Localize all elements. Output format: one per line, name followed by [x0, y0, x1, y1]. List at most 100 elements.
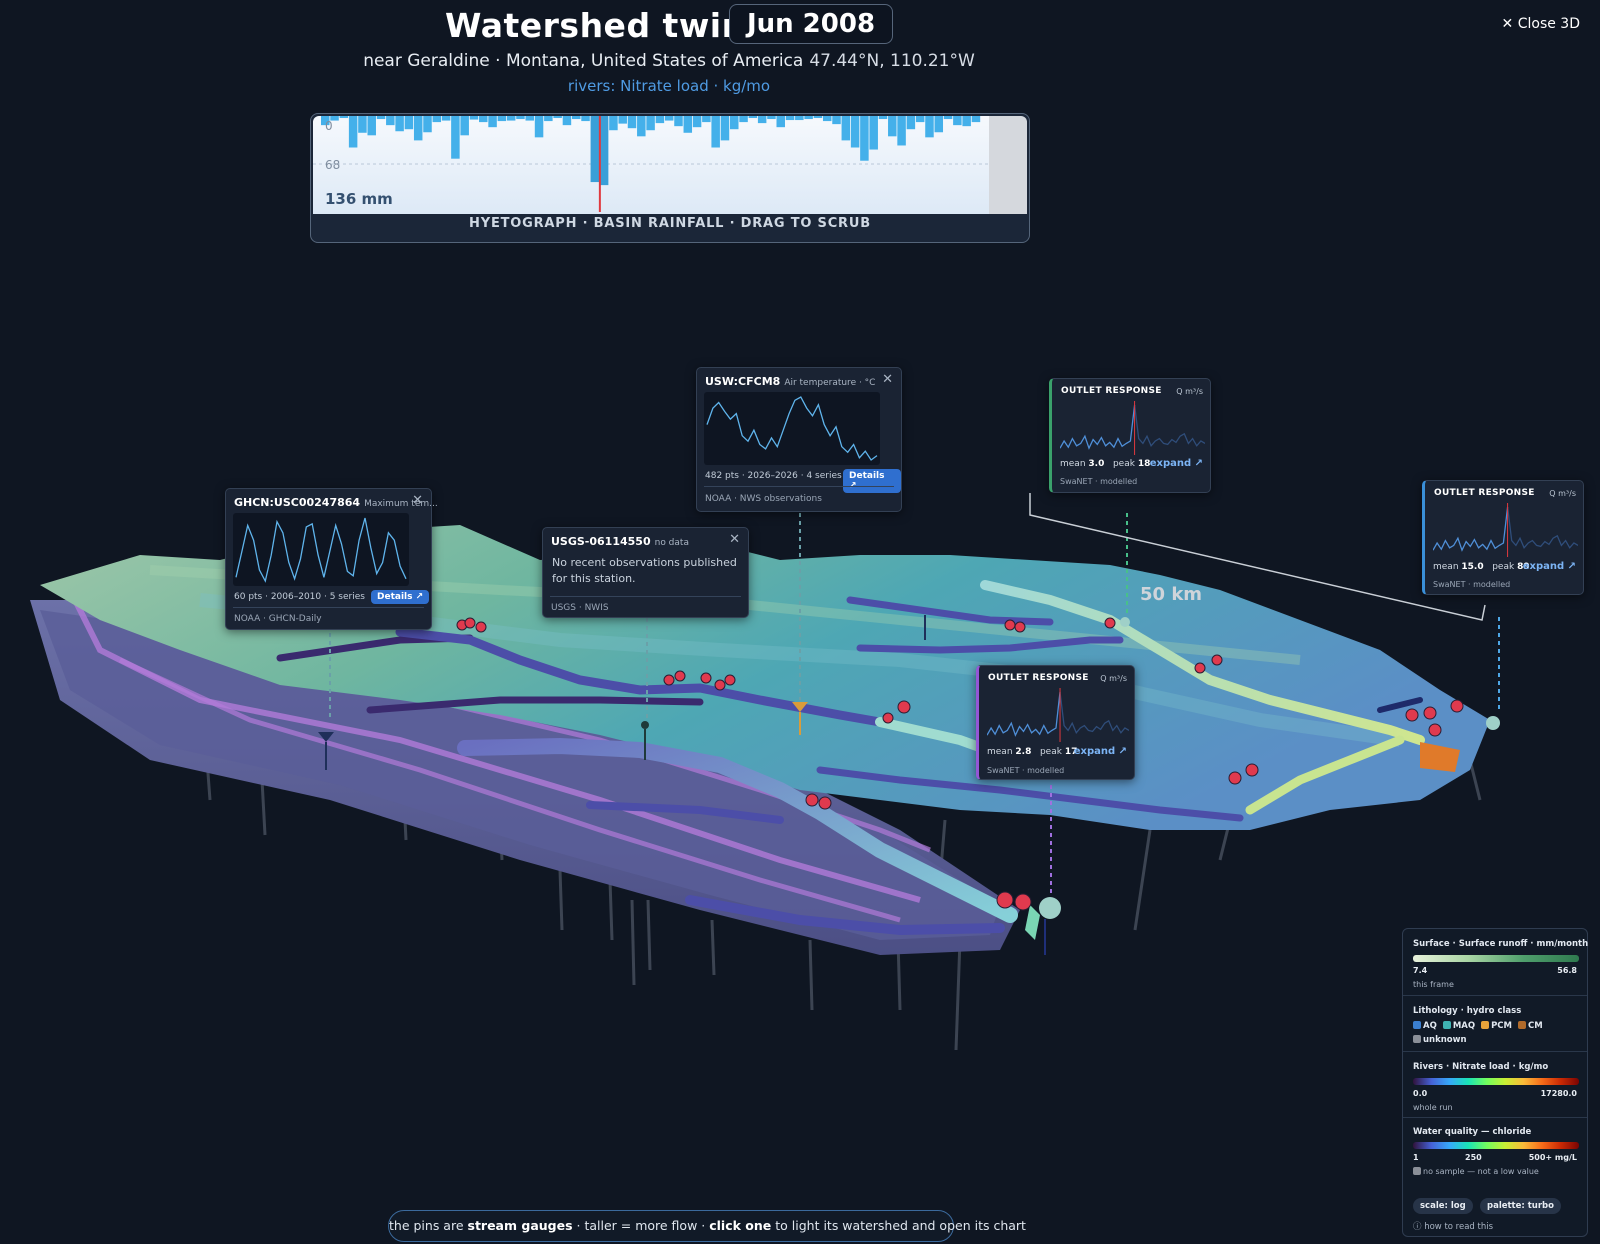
- outlet-source: SwaNET · modelled: [1433, 580, 1511, 589]
- gauge-popup-ghcn[interactable]: GHCN:USC00247864 Maximum tem... ✕ 60 pts …: [225, 488, 438, 630]
- lithology-item: AQ: [1413, 1021, 1437, 1031]
- rainfall-bar: [497, 116, 507, 122]
- lithology-label: PCM: [1491, 1021, 1513, 1031]
- sparkline-series: [706, 396, 878, 461]
- palette-toggle-button[interactable]: palette: turbo: [1480, 1198, 1561, 1214]
- outlet-source: SwaNET · modelled: [1060, 477, 1138, 486]
- hyetograph-caption: HYETOGRAPH · BASIN RAINFALL · DRAG TO SC…: [469, 216, 871, 231]
- lithology-item: PCM: [1481, 1021, 1512, 1031]
- legend-rivers-ramp: [1413, 1078, 1579, 1085]
- rainfall-bar: [413, 116, 423, 141]
- rainfall-bar: [451, 116, 460, 159]
- sparkline-series: [235, 517, 407, 583]
- rainfall-bar: [813, 116, 823, 119]
- legend-wq-ramp: [1413, 1142, 1579, 1149]
- popup-sparkline: [233, 513, 409, 586]
- hyetograph-bars[interactable]: [313, 116, 989, 214]
- hydrograph-series: [1060, 404, 1136, 450]
- legend-lithology-title: Lithology · hydro class: [1413, 1006, 1522, 1016]
- hyetograph-tick-mid: 68: [325, 158, 341, 172]
- popup-message: No recent observations published for thi…: [552, 556, 737, 585]
- lithology-swatch: [1481, 1021, 1490, 1029]
- mean-value: 3.0: [1088, 459, 1105, 469]
- outlet-unit: Q m³/s: [1100, 674, 1127, 683]
- rainfall-bar: [544, 116, 553, 122]
- legend-water-quality: Water quality — chloride 1 250 500+ mg/L…: [1403, 1118, 1587, 1238]
- outlet-stats: mean 15.0 peak 89: [1433, 562, 1530, 572]
- close-3d-button[interactable]: ✕ Close 3D: [1501, 16, 1580, 32]
- hydrograph-series: [1133, 404, 1205, 448]
- popup-title: USW:CFCM8 Air temperature · °C: [705, 375, 875, 388]
- expand-button[interactable]: expand ↗: [1073, 746, 1127, 757]
- close-icon[interactable]: ✕: [412, 493, 423, 508]
- popup-divider: [704, 486, 894, 487]
- outlet-unit: Q m³/s: [1176, 387, 1203, 396]
- gauge-popup-usgs[interactable]: USGS-06114550 no data ✕ No recent observa…: [542, 527, 749, 618]
- peak-label: peak: [1039, 747, 1062, 757]
- scale-toggle-button[interactable]: scale: log: [1413, 1198, 1473, 1214]
- rainfall-bar: [488, 116, 497, 128]
- rainfall-bar: [376, 116, 386, 120]
- outlet-title: OUTLET RESPONSE: [988, 673, 1089, 683]
- rainfall-bar: [748, 116, 758, 119]
- lithology-label: AQ: [1423, 1021, 1437, 1031]
- rainfall-bar: [646, 116, 655, 131]
- rainfall-bar: [869, 116, 878, 150]
- rainfall-bar: [479, 116, 488, 123]
- rainfall-bar: [339, 116, 349, 119]
- legend-wq-mid: 250: [1465, 1153, 1482, 1162]
- outlet-response-card[interactable]: OUTLET RESPONSE Q m³/s mean 3.0 peak 18 …: [1049, 378, 1211, 493]
- outlet-response-card[interactable]: OUTLET RESPONSE Q m³/s mean 15.0 peak 89…: [1422, 480, 1584, 595]
- popup-source: NOAA · NWS observations: [705, 494, 822, 504]
- lithology-item: unknown: [1413, 1035, 1467, 1045]
- rainfall-bar: [795, 116, 804, 121]
- no-sample-label: no sample — not a low value: [1423, 1167, 1539, 1176]
- rainfall-bar: [432, 116, 442, 123]
- hyetograph-plot[interactable]: 0 68 136 mm: [313, 116, 989, 214]
- scale-bar-label: 50 km: [1140, 584, 1203, 605]
- hydrograph-series: [1433, 506, 1509, 552]
- peak-label: peak: [1492, 562, 1515, 572]
- rainfall-bar: [395, 116, 404, 132]
- hyetograph-future-region: [989, 116, 1027, 214]
- location-name: near Geraldine · Montana, United States …: [363, 51, 804, 71]
- rainfall-bar: [785, 116, 795, 121]
- location-coords: 47.44°N, 110.21°W: [809, 51, 975, 71]
- lithology-label: CM: [1528, 1021, 1543, 1031]
- close-icon[interactable]: ✕: [882, 372, 893, 387]
- hint-emphasis: stream gauges: [467, 1218, 573, 1233]
- rainfall-bar: [599, 116, 609, 186]
- rainfall-bar: [404, 116, 414, 130]
- rainfall-bar: [581, 116, 590, 122]
- rainfall-bar: [943, 116, 953, 120]
- details-button[interactable]: Details ↗: [843, 469, 901, 493]
- outlet-stats: mean 2.8 peak 17: [987, 747, 1077, 757]
- hydrograph-series: [1506, 506, 1578, 550]
- outlet-hydrograph: [1060, 401, 1205, 455]
- how-to-read-link[interactable]: ⓘ how to read this: [1413, 1222, 1494, 1232]
- lithology-item: CM: [1518, 1021, 1543, 1031]
- expand-button[interactable]: expand ↗: [1522, 561, 1576, 572]
- rainfall-bar: [469, 116, 479, 120]
- station-id: GHCN:USC00247864: [234, 496, 361, 509]
- outlet-response-card[interactable]: OUTLET RESPONSE Q m³/s mean 2.8 peak 17 …: [976, 665, 1135, 780]
- rainfall-bar: [971, 116, 981, 123]
- current-date-badge: Jun 2008: [729, 4, 893, 44]
- rainfall-bar: [618, 116, 627, 124]
- rainfall-bar: [348, 116, 358, 148]
- mean-label: mean: [987, 747, 1013, 757]
- legend-wq-note: no sample — not a low value: [1413, 1167, 1539, 1176]
- station-id: USW:CFCM8: [705, 375, 781, 388]
- legend-rivers-min: 0.0: [1413, 1089, 1428, 1098]
- map-legend: Surface · Surface runoff · mm/month 7.4 …: [1402, 928, 1588, 1237]
- lithology-swatch: [1413, 1035, 1421, 1043]
- rainfall-bar: [776, 116, 785, 128]
- gauge-popup-usw[interactable]: USW:CFCM8 Air temperature · °C ✕ 482 pts …: [696, 367, 902, 512]
- hyetograph-panel[interactable]: 0 68 136 mm HYETOGRAPH · BASIN RAINFALL …: [310, 113, 1030, 243]
- rainfall-bar: [683, 116, 693, 133]
- details-button[interactable]: Details ↗: [371, 590, 430, 604]
- close-icon[interactable]: ✕: [729, 532, 740, 547]
- expand-button[interactable]: expand ↗: [1149, 458, 1203, 469]
- instruction-hint-bar: the pins are stream gauges · taller = mo…: [388, 1210, 1026, 1242]
